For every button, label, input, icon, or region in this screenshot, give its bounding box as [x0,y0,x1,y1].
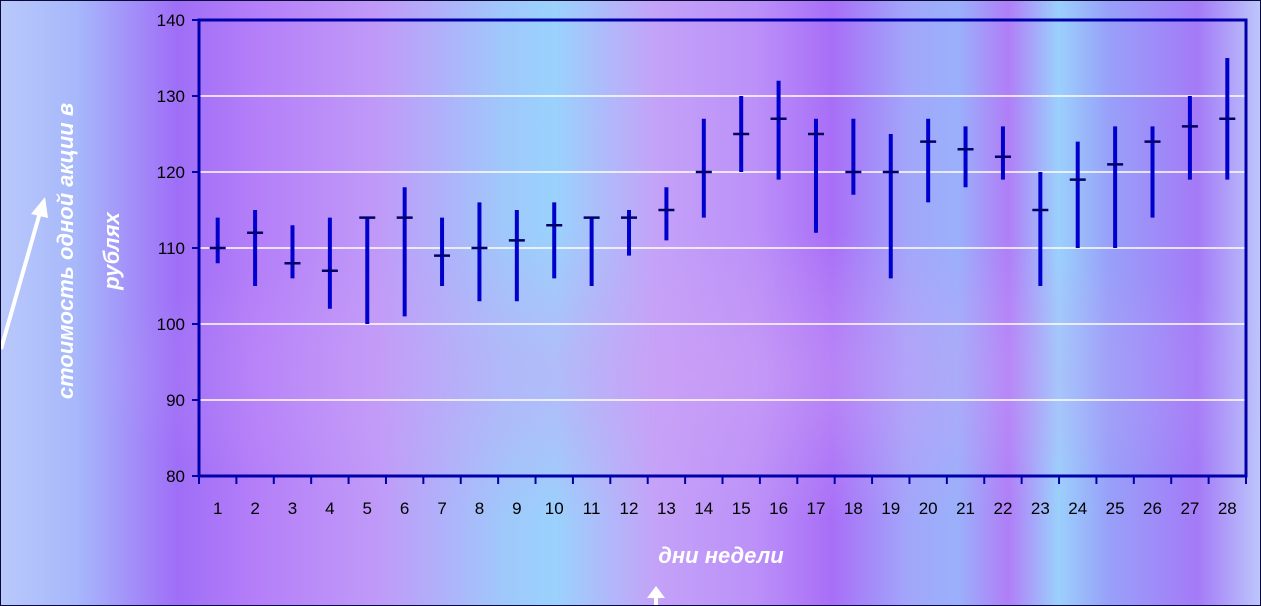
x-tick-label: 27 [1180,499,1199,518]
x-tick-label: 9 [512,499,521,518]
y-label-arrow [1,197,48,350]
x-tick-label: 18 [844,499,863,518]
y-axis-label-line-1: стоимость одной акции в [53,103,78,399]
y-tick-label: 140 [157,11,185,30]
y-tick-label: 120 [157,163,185,182]
y-tick-label: 130 [157,87,185,106]
x-tick-label: 25 [1106,499,1125,518]
x-tick-label: 19 [881,499,900,518]
x-tick-label: 20 [919,499,938,518]
y-axis-label: стоимость одной акции в рублях [53,103,124,399]
x-tick-label: 15 [732,499,751,518]
x-tick-label: 4 [325,499,334,518]
x-tick-label: 10 [545,499,564,518]
x-tick-label: 2 [250,499,259,518]
x-label-arrow [647,586,665,605]
gridlines [199,95,1246,401]
x-tick-label: 14 [694,499,713,518]
x-tick-label: 28 [1218,499,1237,518]
x-tick-label: 7 [437,499,446,518]
x-tick-label: 21 [956,499,975,518]
hilo-bars [209,58,1236,324]
x-tick-label: 26 [1143,499,1162,518]
x-tick-label: 24 [1068,499,1087,518]
y-tick-label: 100 [157,315,185,334]
x-tick-label: 6 [400,499,409,518]
x-tick-label: 11 [583,499,601,518]
y-axis-label-line-2: рублях [99,211,124,290]
x-tick-label: 22 [993,499,1012,518]
x-tick-label: 16 [769,499,788,518]
x-tick-label: 5 [363,499,372,518]
y-tick-label: 90 [166,391,185,410]
x-tick-label: 23 [1031,499,1050,518]
x-tick-label: 12 [620,499,639,518]
x-axis-ticks: 1 2 3 4 5 6 7 8 9 10 11 12 13 14 15 16 17 18 19 20 21 22 23 24 2… [198,476,1247,518]
y-tick-label: 110 [158,239,185,258]
x-tick-label: 3 [288,499,297,518]
plot-area-border [197,18,1248,478]
y-tick-label: 80 [166,467,185,486]
x-tick-label: 8 [475,499,484,518]
x-tick-label: 13 [657,499,676,518]
y-axis-ticks: 80 90 100 110 120 130 140 [157,11,199,486]
x-axis-label: дни недели [658,543,784,568]
x-tick-label: 1 [213,499,222,518]
x-tick-label: 17 [807,499,826,518]
